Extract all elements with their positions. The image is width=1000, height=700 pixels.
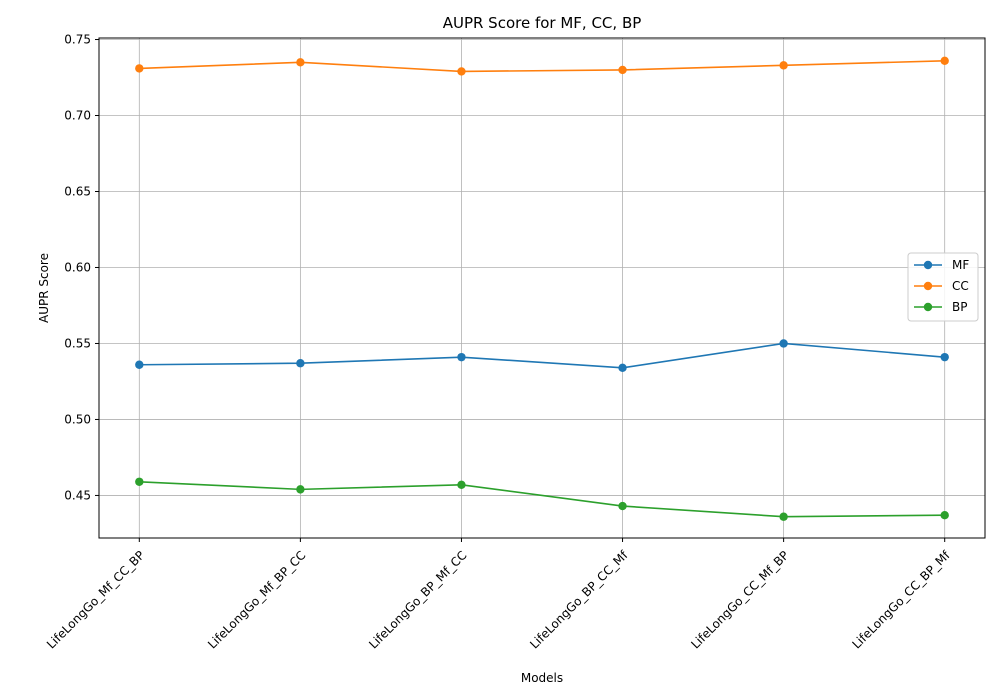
chart-title: AUPR Score for MF, CC, BP [443, 14, 642, 32]
legend-item-cc: CC [914, 279, 969, 293]
x-tick-label: LifeLongGo_BP_Mf_CC [366, 548, 469, 651]
data-point-bp [457, 480, 466, 490]
x-tick-label: LifeLongGo_Mf_CC_BP [44, 548, 147, 651]
y-tick-label: 0.65 [64, 184, 91, 198]
data-point-bp [779, 512, 788, 521]
y-tick-label: 0.45 [64, 488, 91, 502]
data-point-mf [779, 339, 788, 348]
x-tick-label: LifeLongGo_CC_Mf_BP [688, 548, 791, 651]
x-tick-label: LifeLongGo_Mf_BP_CC [205, 548, 308, 651]
legend-label: BP [952, 300, 967, 314]
series-cc [135, 56, 949, 76]
data-point-cc [296, 58, 305, 67]
legend-item-mf: MF [914, 258, 969, 272]
data-point-mf [135, 360, 144, 369]
series-bp [135, 477, 949, 521]
series-mf [135, 339, 949, 372]
y-tick-label: 0.50 [64, 412, 91, 426]
data-point-cc [779, 61, 788, 70]
legend-label: CC [952, 279, 969, 293]
data-point-bp [296, 485, 305, 494]
x-tick-label: LifeLongGo_BP_CC_Mf [527, 548, 631, 652]
series-line-cc [139, 59, 945, 73]
legend-item-bp: BP [914, 300, 967, 314]
legend: MF CC BP [907, 252, 979, 322]
data-point-cc [457, 67, 466, 76]
data-point-mf [940, 352, 949, 362]
y-tick-label: 0.55 [64, 336, 91, 350]
legend-label: MF [952, 258, 969, 272]
data-point-bp [135, 477, 144, 486]
data-point-bp [618, 501, 627, 511]
data-point-mf [296, 359, 305, 368]
x-axis-label: Models [521, 671, 563, 685]
series-line-mf [139, 342, 945, 369]
legend-swatch-marker [923, 281, 933, 291]
y-tick-label: 0.75 [64, 33, 91, 47]
x-tick-label: LifeLongGo_CC_BP_Mf [849, 548, 953, 652]
data-point-cc [135, 64, 144, 73]
series-layer [135, 56, 949, 521]
data-point-cc [940, 56, 949, 65]
y-axis-label: AUPR Score [37, 253, 51, 323]
data-point-cc [618, 65, 627, 75]
data-point-mf [457, 352, 466, 362]
grid-layer [99, 38, 985, 538]
y-tick-label: 0.70 [64, 109, 91, 123]
series-line-bp [139, 480, 945, 518]
y-tick-label: 0.60 [64, 260, 91, 274]
legend-swatch-marker [923, 260, 933, 270]
axes-layer: 0.45 0.50 0.55 0.60 0.65 0.70 0.75 LifeLongGo_M… [44, 33, 986, 652]
legend-swatch-marker [923, 302, 933, 312]
data-point-mf [618, 363, 627, 372]
data-point-bp [940, 511, 949, 520]
plot-frame [98, 37, 986, 539]
